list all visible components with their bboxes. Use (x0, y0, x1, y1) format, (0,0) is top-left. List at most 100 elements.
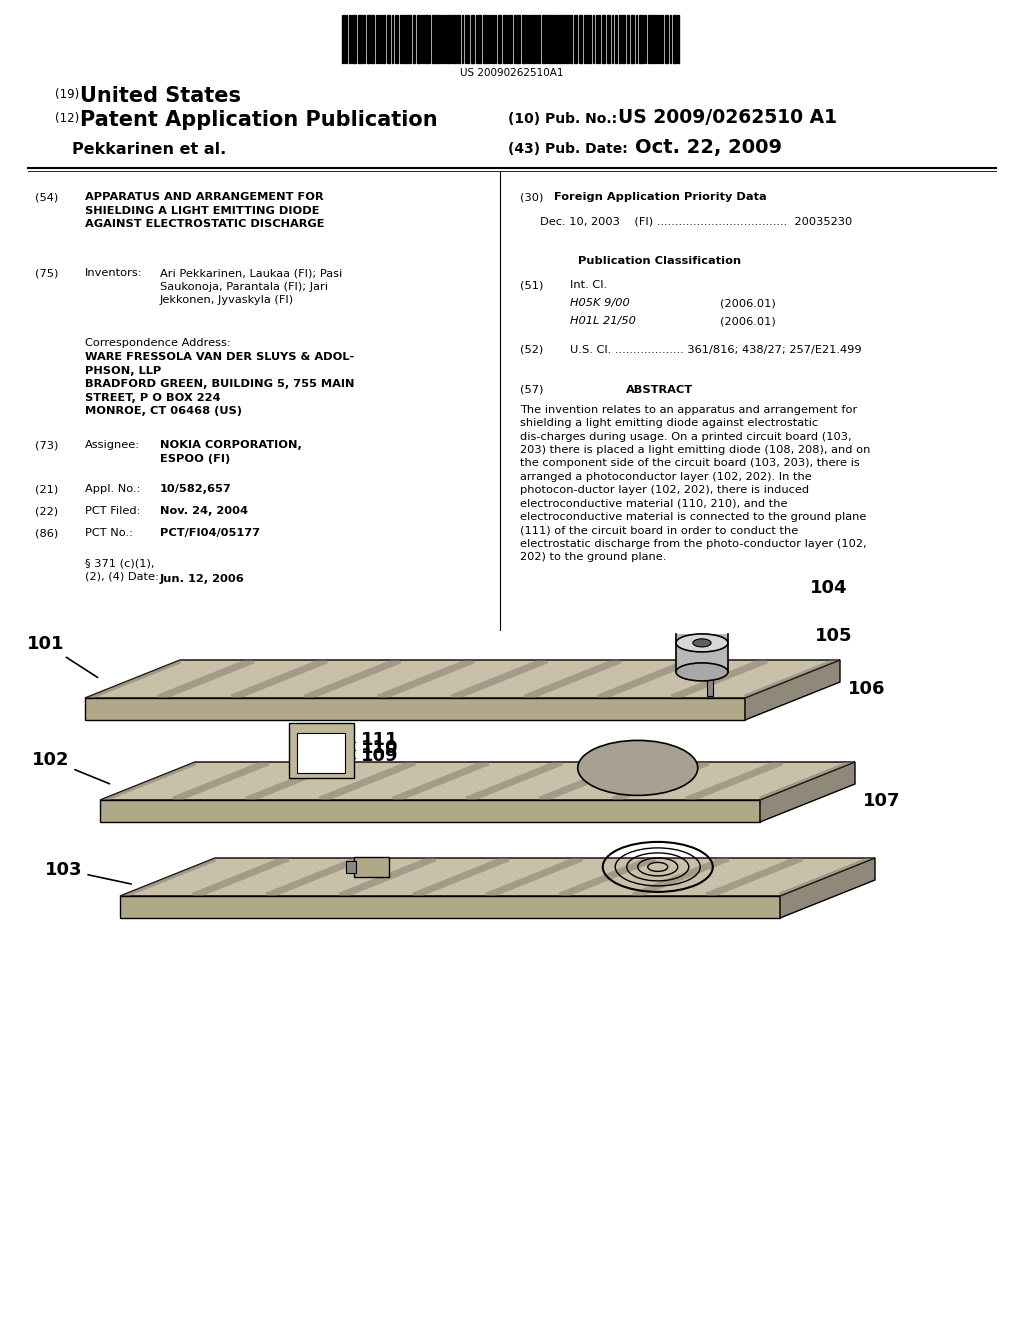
Text: H01L 21/50: H01L 21/50 (570, 315, 636, 326)
Text: NOKIA CORPORATION,
ESPOO (FI): NOKIA CORPORATION, ESPOO (FI) (160, 440, 302, 463)
Text: Ari Pekkarinen, Laukaa (FI); Pasi
Saukonoja, Parantala (FI); Jari
Jekkonen, Jyva: Ari Pekkarinen, Laukaa (FI); Pasi Saukon… (160, 268, 342, 305)
Polygon shape (100, 762, 855, 800)
Text: (52): (52) (520, 345, 544, 355)
Polygon shape (85, 660, 840, 698)
Bar (353, 15, 356, 63)
Bar (584, 15, 586, 63)
Ellipse shape (693, 639, 711, 647)
Bar (615, 15, 617, 63)
Bar (498, 15, 501, 63)
Text: Correspondence Address:: Correspondence Address: (85, 338, 230, 348)
Bar (404, 15, 407, 63)
Bar (579, 15, 582, 63)
Bar (387, 15, 390, 63)
Text: (22): (22) (35, 506, 58, 516)
Bar (532, 15, 535, 63)
Bar (478, 15, 481, 63)
Bar (453, 15, 456, 63)
Text: (51): (51) (520, 280, 544, 290)
Bar (471, 15, 474, 63)
Bar (639, 15, 642, 63)
Bar (367, 15, 370, 63)
Text: WARE FRESSOLA VAN DER SLUYS & ADOL-
PHSON, LLP
BRADFORD GREEN, BUILDING 5, 755 M: WARE FRESSOLA VAN DER SLUYS & ADOL- PHSO… (85, 352, 354, 416)
Bar (574, 15, 577, 63)
Text: (2006.01): (2006.01) (720, 298, 776, 308)
Bar (542, 15, 545, 63)
Bar (517, 15, 520, 63)
Text: (2006.01): (2006.01) (720, 315, 776, 326)
Text: (73): (73) (35, 440, 58, 450)
Text: (57): (57) (520, 385, 544, 395)
Bar (622, 15, 625, 63)
Ellipse shape (676, 634, 728, 652)
Bar (514, 15, 516, 63)
Polygon shape (297, 733, 345, 774)
Text: Oct. 22, 2009: Oct. 22, 2009 (635, 139, 782, 157)
Bar (509, 15, 512, 63)
Bar (707, 676, 713, 696)
Bar (602, 15, 605, 63)
Text: PCT Filed:: PCT Filed: (85, 506, 140, 516)
Text: Pekkarinen et al.: Pekkarinen et al. (72, 143, 226, 157)
Text: Int. Cl.: Int. Cl. (570, 280, 607, 290)
Text: Nov. 24, 2004: Nov. 24, 2004 (160, 506, 248, 516)
Bar (548, 15, 551, 63)
Bar (425, 15, 428, 63)
Text: (10) Pub. No.:: (10) Pub. No.: (508, 112, 617, 125)
Bar (552, 15, 554, 63)
Polygon shape (120, 858, 874, 896)
Polygon shape (85, 698, 745, 719)
Bar (560, 15, 563, 63)
Bar (659, 15, 662, 63)
Text: (19): (19) (55, 88, 79, 102)
Bar (413, 15, 415, 63)
Text: 111: 111 (335, 731, 398, 748)
Bar (665, 15, 668, 63)
Bar (432, 15, 435, 63)
Bar (538, 15, 540, 63)
Bar (449, 15, 450, 63)
Text: United States: United States (80, 86, 241, 106)
Text: Jun. 12, 2006: Jun. 12, 2006 (160, 574, 245, 583)
Bar (358, 15, 361, 63)
Text: 103: 103 (45, 861, 131, 884)
Text: 110: 110 (335, 739, 398, 756)
Text: 10/582,657: 10/582,657 (160, 484, 231, 494)
Text: H05K 9/00: H05K 9/00 (570, 298, 630, 308)
Bar (346, 861, 356, 873)
Text: Appl. No.:: Appl. No.: (85, 484, 140, 494)
Text: PCT No.:: PCT No.: (85, 528, 133, 539)
Text: 107: 107 (863, 792, 900, 810)
Bar (483, 15, 486, 63)
Text: 104: 104 (810, 579, 848, 597)
Polygon shape (100, 800, 760, 822)
Bar (570, 15, 572, 63)
Text: The invention relates to an apparatus and arrangement for
shielding a light emit: The invention relates to an apparatus an… (520, 405, 870, 562)
Text: (54): (54) (35, 191, 58, 202)
Text: Publication Classification: Publication Classification (579, 256, 741, 267)
Polygon shape (745, 660, 840, 719)
Bar (436, 15, 439, 63)
Text: US 2009/0262510 A1: US 2009/0262510 A1 (618, 108, 837, 127)
Text: 109: 109 (335, 747, 398, 764)
Bar (417, 15, 420, 63)
Text: Dec. 10, 2003    (FI) ....................................  20035230: Dec. 10, 2003 (FI) .....................… (540, 216, 852, 226)
Text: U.S. Cl. ................... 361/816; 438/27; 257/E21.499: U.S. Cl. ................... 361/816; 43… (570, 345, 861, 355)
Text: 108: 108 (383, 859, 439, 878)
Text: Inventors:: Inventors: (85, 268, 142, 279)
Bar (673, 15, 676, 63)
Text: § 371 (c)(1),
(2), (4) Date:: § 371 (c)(1), (2), (4) Date: (85, 558, 159, 582)
Polygon shape (760, 762, 855, 822)
Text: ABSTRACT: ABSTRACT (627, 385, 693, 395)
Bar (503, 15, 506, 63)
Bar (598, 15, 600, 63)
Text: 106: 106 (848, 680, 886, 698)
Bar (677, 15, 679, 63)
Bar (648, 15, 651, 63)
Bar (676, 634, 728, 672)
Text: 105: 105 (815, 627, 853, 645)
Text: Patent Application Publication: Patent Application Publication (80, 110, 437, 129)
Bar (382, 15, 385, 63)
Text: (12): (12) (55, 112, 79, 125)
Bar (467, 15, 469, 63)
